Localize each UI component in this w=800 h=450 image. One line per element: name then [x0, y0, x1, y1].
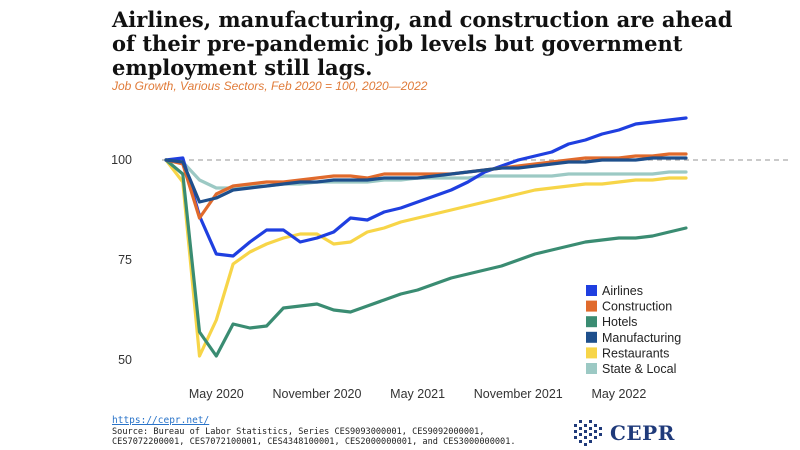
source-line-1: Source: Bureau of Labor Statistics, Seri… [112, 426, 485, 437]
series-line-restaurants [164, 158, 688, 358]
series-line-construction [164, 152, 688, 220]
source-line-2: CES7072200001, CES7072100001, CES4348100… [112, 437, 516, 447]
cepr-logo-icon [574, 420, 602, 446]
legend-label: Restaurants [602, 346, 669, 360]
x-tick-label: May 2022 [591, 387, 646, 401]
series-line-manufacturing [164, 156, 688, 204]
cepr-logo-text: CEPR [610, 421, 675, 445]
chart-title: Airlines, manufacturing, and constructio… [112, 7, 733, 80]
legend-label: Hotels [602, 315, 637, 329]
chart-footer: https://cepr.net/ Source: Bureau of Labo… [112, 415, 516, 448]
legend-swatch [586, 331, 597, 343]
source-link[interactable]: https://cepr.net/ [112, 415, 210, 426]
legend-swatch [586, 363, 597, 374]
legend-label: Manufacturing [602, 331, 681, 345]
legend-label: State & Local [602, 362, 676, 376]
y-tick-label: 75 [118, 253, 132, 267]
y-tick-label: 100 [111, 153, 132, 167]
series-lines [164, 116, 688, 358]
legend-label: Airlines [602, 284, 643, 298]
legend-swatch [586, 347, 597, 359]
line-chart: 100 75 50 May 2020 November 2020 May 2021 Nove… [111, 116, 790, 401]
x-tick-label: November 2020 [272, 387, 361, 401]
x-tick-label: May 2020 [189, 387, 244, 401]
y-tick-label: 50 [118, 353, 132, 367]
x-tick-label: May 2021 [390, 387, 445, 401]
cepr-logo: CEPR [574, 417, 684, 449]
series-line-airlines [164, 116, 688, 258]
legend-label: Construction [602, 300, 672, 314]
chart-subtitle: Job Growth, Various Sectors, Feb 2020 = … [112, 79, 428, 93]
axis-labels: 100 75 50 May 2020 November 2020 May 2021 Nove… [111, 153, 646, 401]
legend-swatch [586, 300, 597, 312]
legend-swatch [586, 285, 597, 296]
legend-swatch [586, 316, 597, 328]
series-line-hotels [164, 158, 688, 358]
x-tick-label: November 2021 [474, 387, 563, 401]
